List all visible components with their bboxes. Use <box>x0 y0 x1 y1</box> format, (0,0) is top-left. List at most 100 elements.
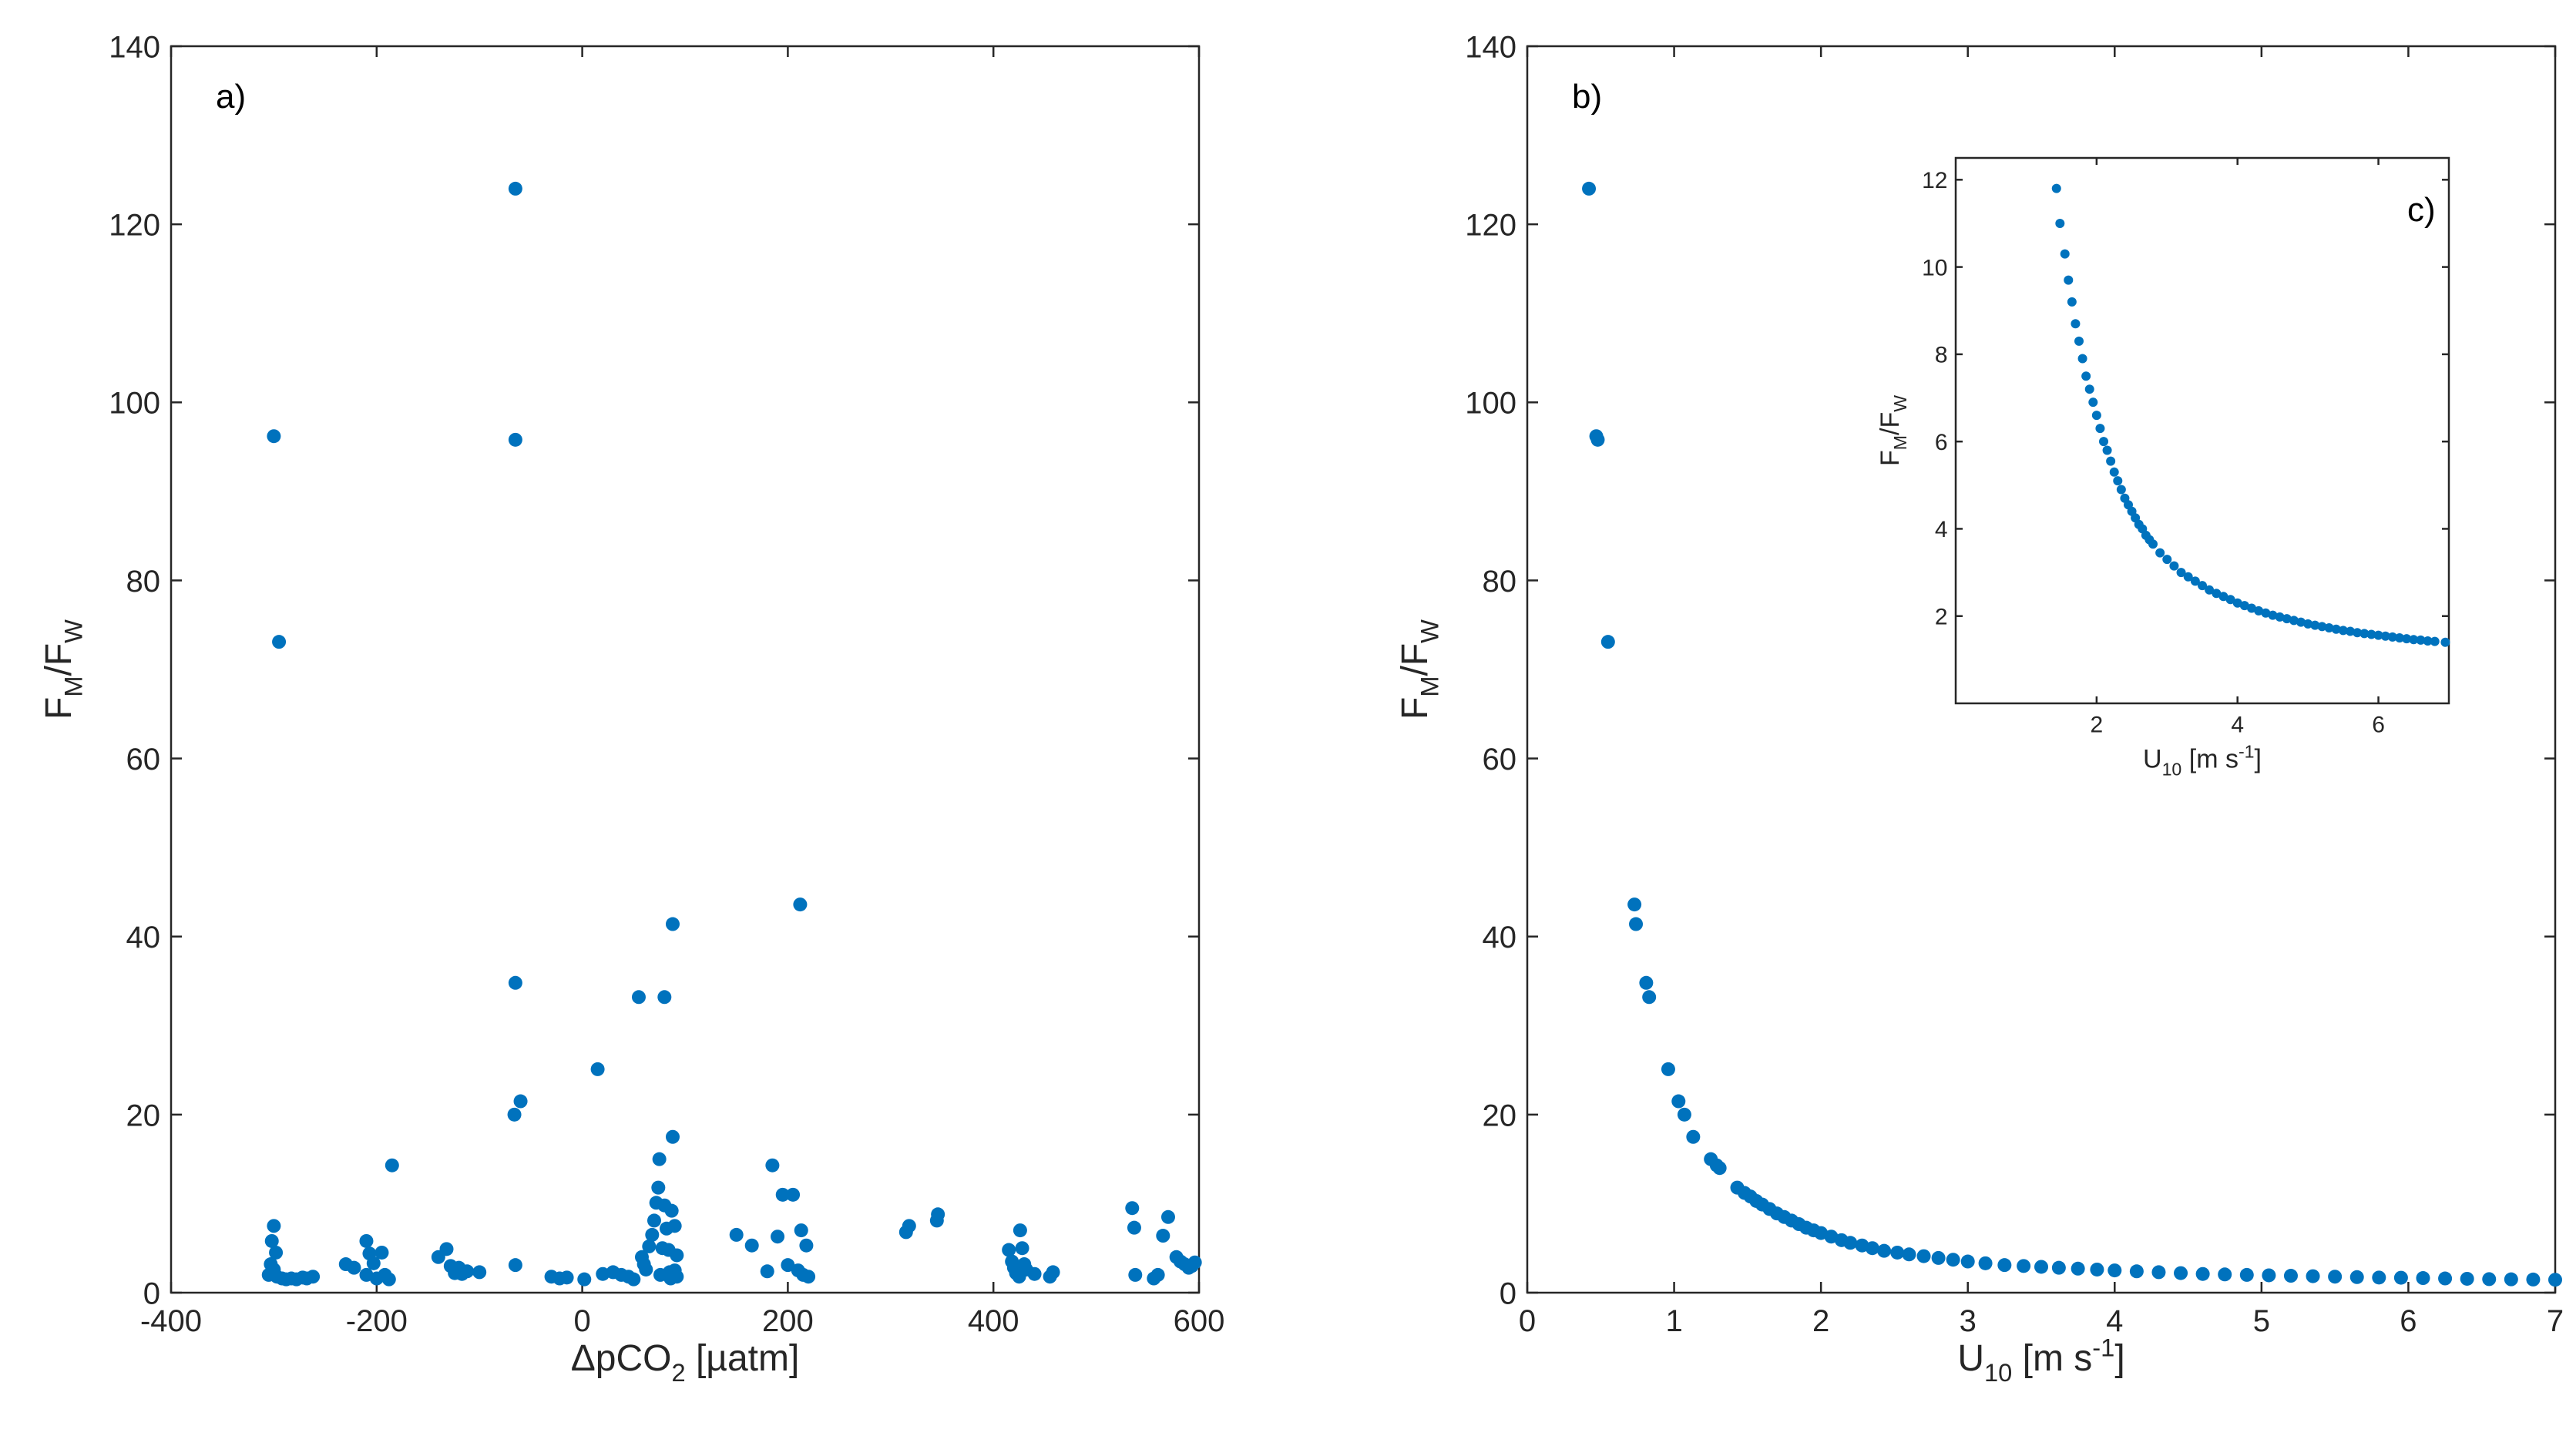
x-tick-label: 0 <box>1519 1304 1536 1338</box>
data-point <box>2289 616 2299 626</box>
data-point <box>2090 1262 2104 1277</box>
y-tick-label: 0 <box>1500 1277 1516 1310</box>
data-point <box>2282 614 2292 624</box>
data-point <box>729 1227 744 1242</box>
x-tick-label: -400 <box>140 1304 202 1338</box>
x-tick-label: 2 <box>1812 1304 1829 1338</box>
data-point <box>665 917 680 931</box>
data-point <box>670 1248 684 1263</box>
data-point <box>2430 636 2440 646</box>
data-point <box>2109 467 2119 477</box>
data-point <box>902 1219 916 1233</box>
data-point <box>1002 1243 1016 1257</box>
data-point <box>508 975 522 990</box>
data-point <box>760 1264 774 1279</box>
data-point <box>2205 585 2215 595</box>
data-point <box>651 1180 666 1195</box>
data-point <box>2275 612 2285 622</box>
data-point <box>1187 1255 1202 1270</box>
data-point <box>2254 606 2264 616</box>
y-axis-label-slash: /F <box>1876 412 1905 435</box>
data-point <box>1902 1247 1916 1262</box>
x-tick-label: 1 <box>1665 1304 1682 1338</box>
data-point <box>2151 1265 2166 1280</box>
data-point <box>508 1258 522 1273</box>
data-point <box>642 1239 657 1253</box>
y-tick-label: 140 <box>1465 30 1516 64</box>
data-point <box>2303 619 2313 629</box>
data-point <box>652 1152 667 1166</box>
y-tick-label: 120 <box>109 209 160 243</box>
data-point <box>2402 634 2412 644</box>
data-point <box>765 1158 780 1173</box>
data-point <box>1639 975 1654 990</box>
y-tick-label: 40 <box>1483 921 1517 954</box>
data-point <box>2169 561 2179 571</box>
data-point <box>801 1270 816 1284</box>
data-point <box>2071 1261 2085 1276</box>
data-point <box>596 1266 610 1281</box>
data-point <box>2526 1272 2541 1287</box>
data-point <box>381 1272 396 1287</box>
data-point <box>508 181 522 196</box>
data-point <box>2099 437 2108 447</box>
y-axis-label-slash: /F <box>1395 643 1436 676</box>
data-point <box>2106 456 2116 466</box>
y-tick-label: 20 <box>1483 1099 1517 1132</box>
panel-a: -400 -200 0 200 400 600 0 20 40 60 80 100 120 140 a) Δp… <box>39 30 1224 1387</box>
data-point <box>2387 632 2397 642</box>
data-point <box>2239 601 2249 611</box>
x-tick-label: -200 <box>346 1304 408 1338</box>
x-tick-label: 2 <box>2091 713 2104 738</box>
y-axis-label-subscript-w: W <box>1415 619 1443 643</box>
data-point <box>1046 1265 1060 1280</box>
y-axis-label-subscript-w: W <box>1890 395 1910 412</box>
y-tick-label: 20 <box>126 1099 161 1132</box>
data-point <box>2190 576 2200 586</box>
data-point <box>2482 1272 2497 1287</box>
data-point <box>2423 636 2433 646</box>
data-point <box>1627 897 1642 912</box>
axes-frame <box>170 45 1201 1294</box>
data-point <box>1677 1107 1691 1122</box>
data-point <box>2268 610 2278 620</box>
data-point <box>2346 626 2355 636</box>
x-tick-label: 6 <box>2372 713 2385 738</box>
data-point <box>577 1272 592 1287</box>
x-axis-label-close: ] <box>2255 744 2262 773</box>
y-tick-label: 6 <box>1935 430 1948 455</box>
data-point <box>1015 1241 1029 1256</box>
x-axis-label-main: U <box>2143 744 2162 773</box>
data-point <box>2324 623 2334 633</box>
data-point <box>2262 1268 2276 1283</box>
y-tick-label: 100 <box>1465 387 1516 421</box>
panel-label: b) <box>1572 78 1602 116</box>
data-point <box>366 1256 381 1270</box>
data-point <box>2071 319 2081 329</box>
x-tick-label: 7 <box>2547 1304 2564 1338</box>
data-point <box>1642 990 1657 1005</box>
data-point <box>664 1203 679 1218</box>
x-axis-label: ΔpCO2 [µatm] <box>571 1338 800 1387</box>
data-point <box>2218 1267 2232 1282</box>
y-tick-label: 40 <box>126 921 161 954</box>
data-point <box>1877 1243 1892 1258</box>
y-axis-label-subscript-m: M <box>1415 676 1443 696</box>
x-axis-label-unit: [m s <box>2181 744 2239 773</box>
data-point <box>2283 1269 2298 1283</box>
y-axis-label-subscript-m: M <box>59 676 87 696</box>
x-axis-label: U10 [m s-1] <box>2143 741 2262 779</box>
data-point <box>2155 548 2165 558</box>
data-point <box>1160 1209 1175 1224</box>
x-axis-label: U10 [m s-1] <box>1957 1334 2124 1387</box>
data-point <box>2393 1270 2408 1285</box>
data-point <box>2116 485 2126 495</box>
data-point <box>2162 555 2172 565</box>
data-point <box>2296 617 2306 627</box>
data-point <box>631 990 646 1005</box>
y-tick-label: 120 <box>1465 209 1516 243</box>
data-point <box>2306 1269 2320 1283</box>
data-point <box>667 1219 682 1233</box>
